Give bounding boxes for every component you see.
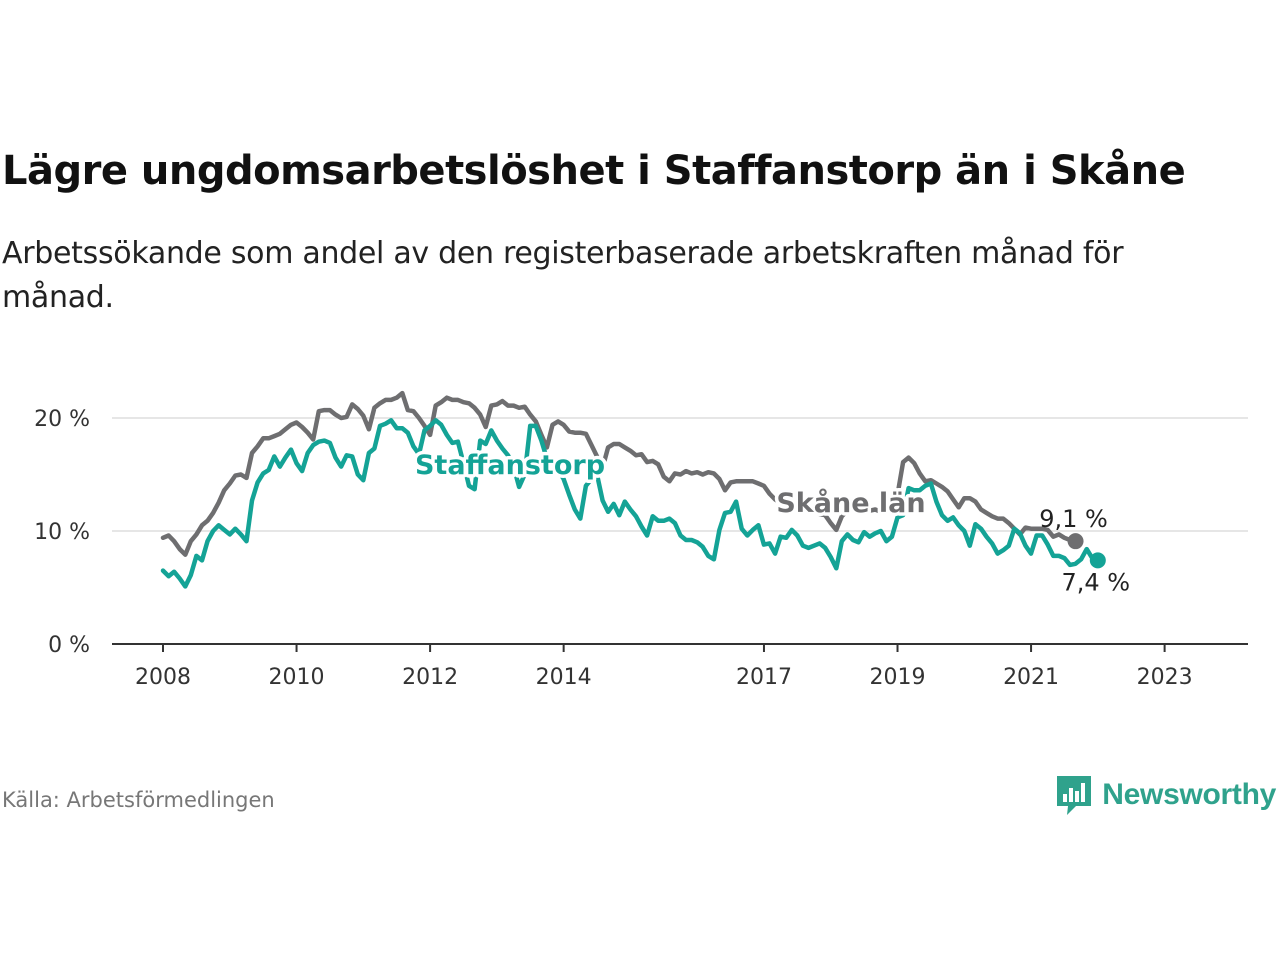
source-note: Källa: Arbetsförmedlingen bbox=[2, 788, 275, 812]
series-end-label: 9,1 % bbox=[1039, 505, 1108, 533]
x-tick-label: 2023 bbox=[1137, 665, 1193, 690]
y-tick-label: 0 % bbox=[48, 633, 90, 658]
series-annotation: Staffanstorp bbox=[415, 450, 605, 481]
x-tick-label: 2008 bbox=[135, 665, 191, 690]
series-end-label: 7,4 % bbox=[1061, 568, 1130, 596]
series-annotation-halo: Skåne län bbox=[776, 487, 925, 519]
x-tick-label: 2021 bbox=[1003, 665, 1059, 690]
series-annotation: Skåne län bbox=[776, 487, 925, 519]
y-tick-label: 10 % bbox=[34, 520, 90, 545]
axes: 0 % 10 % 20 % 2008 2010 2012 2014 2017 2019 2021 2… bbox=[34, 407, 1248, 690]
x-tick-label: 2019 bbox=[870, 665, 926, 690]
x-tick-label: 2017 bbox=[736, 665, 792, 690]
line-chart: 0 % 10 % 20 % 2008 2010 2012 2014 2017 2019 2021 2… bbox=[34, 390, 1248, 690]
x-tick-label: 2014 bbox=[536, 665, 592, 690]
series-line-sk-ne-l-n bbox=[160, 390, 1078, 557]
y-tick-label: 20 % bbox=[34, 407, 90, 432]
bar-chart-icon bbox=[1057, 776, 1092, 815]
series-annotation-halo: Staffanstorp bbox=[415, 450, 605, 481]
x-tick-label: 2012 bbox=[402, 665, 458, 690]
series-end-point bbox=[1089, 552, 1106, 569]
series-end-point bbox=[1067, 533, 1084, 550]
series-line-staffanstorp bbox=[160, 418, 1101, 589]
newsworthy-logo[interactable]: Newsworthy bbox=[1054, 772, 1276, 818]
series-lines bbox=[160, 390, 1101, 589]
chart-title: Lägre ungdomsarbetslöshet i Staffanstorp… bbox=[2, 148, 1186, 194]
chart-subtitle: Arbetssökande som andel av den registerb… bbox=[2, 236, 1124, 315]
x-tick-label: 2010 bbox=[269, 665, 325, 690]
brand-name: Newsworthy bbox=[1102, 778, 1276, 811]
